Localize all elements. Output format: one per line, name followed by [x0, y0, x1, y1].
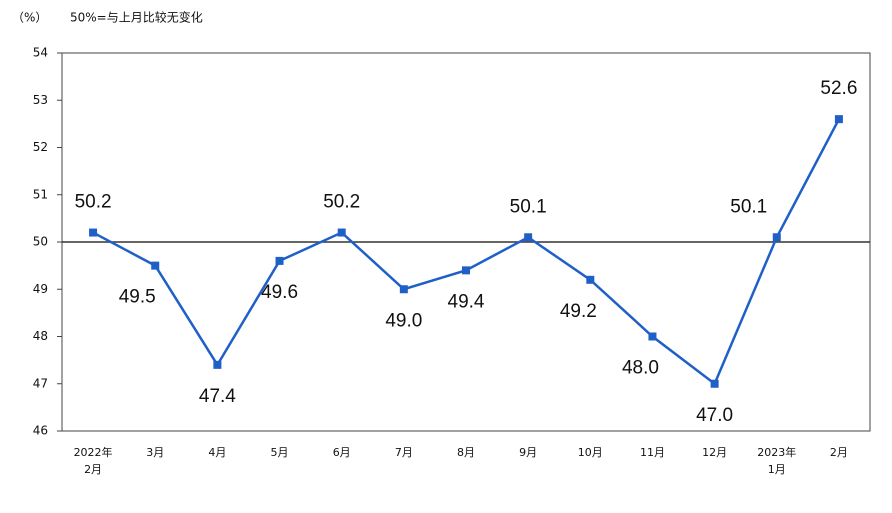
y-tick-label: 54: [33, 46, 48, 60]
marker: [462, 266, 470, 275]
y-tick-label: 50: [33, 235, 48, 249]
x-tick-label: 8月: [457, 446, 475, 459]
y-tick-label: 49: [33, 282, 48, 296]
x-tick-label: 4月: [208, 446, 226, 459]
value-label: 50.2: [323, 192, 360, 213]
marker: [772, 233, 781, 242]
x-tick-label: 3月: [146, 446, 164, 459]
value-label: 49.5: [119, 287, 156, 308]
value-label: 50.1: [730, 196, 767, 217]
marker: [710, 379, 719, 388]
annotation: 50%=与上月比较无变化: [70, 10, 203, 25]
value-label: 50.1: [510, 196, 547, 217]
marker: [834, 115, 843, 124]
marker: [524, 233, 533, 242]
x-tick-label: 12月: [702, 446, 727, 459]
value-label: 47.0: [696, 405, 733, 426]
value-label: 50.2: [75, 192, 112, 213]
y-tick-label: 52: [33, 140, 48, 154]
x-tick-label: 2022年 2月: [74, 445, 113, 476]
marker: [399, 285, 408, 294]
marker: [151, 261, 160, 270]
value-label: 49.4: [448, 291, 485, 312]
line: [92, 118, 841, 386]
x-tick-label: 2月: [830, 446, 848, 459]
value-label: 47.4: [199, 386, 236, 407]
marker: [648, 332, 657, 341]
marker: [337, 228, 346, 237]
marker: [586, 275, 595, 284]
y-tick-label: 48: [33, 329, 48, 343]
marker: [89, 228, 98, 237]
value-label: 49.0: [385, 310, 422, 331]
x-tick-label: 10月: [578, 446, 603, 459]
value-label: 52.6: [820, 78, 857, 99]
y-tick-label: 53: [33, 93, 48, 107]
y-tick-label: 51: [33, 187, 48, 201]
marker: [213, 360, 222, 369]
value-label: 49.6: [261, 282, 298, 303]
x-tick-label: 6月: [333, 446, 351, 459]
x-tick-label: 2023年 1月: [757, 445, 796, 476]
y-tick-label: 46: [33, 424, 48, 438]
y-axis-label: （%）: [12, 11, 47, 25]
value-label: 48.0: [622, 358, 659, 379]
x-tick-label: 9月: [519, 446, 537, 459]
marker: [275, 256, 284, 265]
y-tick-label: 47: [33, 376, 48, 390]
x-tick-label: 7月: [395, 446, 413, 459]
x-tick-label: 11月: [640, 446, 665, 459]
value-label: 49.2: [560, 301, 597, 322]
x-tick-label: 5月: [271, 446, 289, 459]
